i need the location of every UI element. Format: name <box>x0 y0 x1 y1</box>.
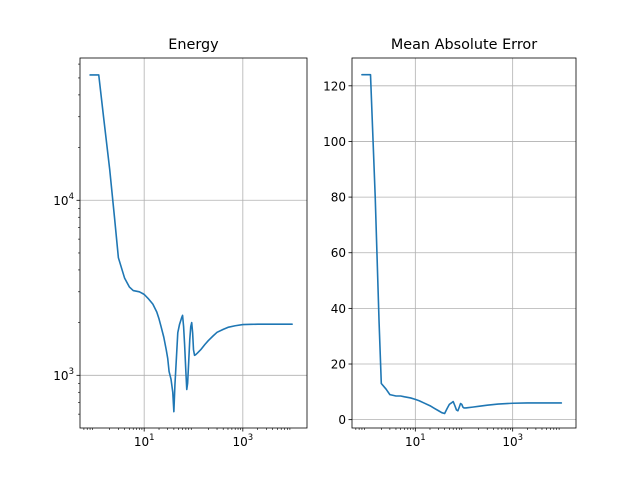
energy-title: Energy <box>168 37 219 53</box>
mae-plot-area <box>352 58 576 428</box>
mae-x-tick-label: 103 <box>502 433 523 449</box>
mae-ticks: 101 103 0 20 40 60 80 100 120 <box>323 79 560 449</box>
mae-y-tick-label: 0 <box>338 413 346 427</box>
mae-y-tick-label: 60 <box>331 246 346 260</box>
mae-panel: 101 103 0 20 40 60 80 100 120 Mean Absolute Erro… <box>323 37 577 449</box>
mae-grid <box>352 58 576 428</box>
energy-plot-area <box>80 58 307 428</box>
energy-panel: 101 103 103 104 Energy <box>53 37 308 449</box>
energy-line-layer <box>89 74 293 413</box>
mae-x-tick-label: 101 <box>405 433 426 449</box>
mae-axes-frame <box>351 57 577 429</box>
mae-y-tick-label: 120 <box>323 79 346 93</box>
energy-ticks: 101 103 103 104 <box>53 63 291 449</box>
mae-series-line <box>361 73 563 415</box>
mae-y-tick-label: 80 <box>331 191 346 205</box>
energy-grid <box>80 58 307 428</box>
mae-title: Mean Absolute Error <box>391 37 537 53</box>
mae-y-tick-label: 40 <box>331 302 346 316</box>
energy-y-tick-label: 103 <box>53 367 74 383</box>
mae-y-tick-label: 100 <box>323 135 346 149</box>
energy-x-tick-label: 101 <box>134 433 155 449</box>
energy-axes-frame <box>79 57 308 429</box>
mae-line-layer <box>361 73 563 415</box>
energy-series-line <box>89 74 293 413</box>
energy-y-tick-label: 104 <box>53 192 74 208</box>
mae-y-tick-label: 20 <box>331 358 346 372</box>
energy-x-tick-label: 103 <box>232 433 253 449</box>
